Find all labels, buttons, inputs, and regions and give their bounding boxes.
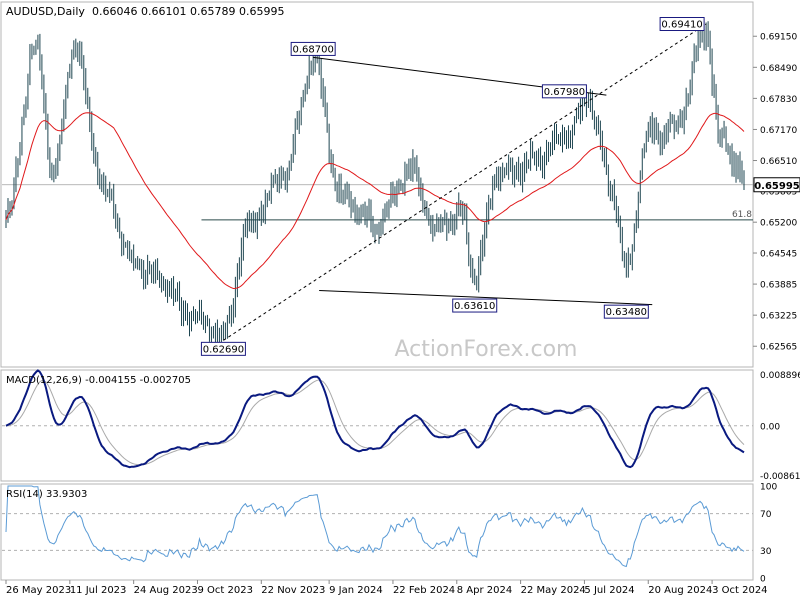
rsi-tick-label: 100	[760, 483, 777, 493]
level-label-box	[659, 17, 705, 32]
level-label: 0.68700	[290, 41, 336, 56]
macd-tick-label: 0.00	[760, 422, 780, 432]
level-label-box	[541, 84, 587, 99]
price-tick-label: 0.69150	[760, 33, 797, 43]
level-label: 0.63610	[452, 298, 498, 313]
rsi-line	[5, 485, 745, 568]
date-tick-label: 3 Oct 2024	[712, 585, 767, 596]
price-tick-label: 0.63885	[760, 281, 797, 291]
ema-line-layer	[5, 112, 745, 290]
price-tick-label: 0.62565	[760, 343, 797, 353]
header-symbol: AUDUSD,Daily	[6, 5, 85, 18]
price-tick-label: 0.63225	[760, 312, 797, 322]
level-label-box	[200, 341, 246, 356]
lower-trendline	[319, 289, 653, 306]
date-tick-label: 9 Oct 2023	[197, 585, 252, 596]
rsi-tick-label: 70	[760, 510, 772, 520]
rsi-tick-label: 0	[760, 575, 766, 585]
date-tick-label: 5 Jul 2024	[584, 585, 634, 596]
price-tick-label: 0.66510	[760, 157, 797, 167]
date-tick-label: 20 Aug 2024	[648, 585, 712, 596]
price-horizontal-lines: 61.8	[2, 184, 753, 221]
rising-channel-dashed-line	[223, 23, 707, 341]
date-tick-label: 22 Nov 2023	[261, 585, 325, 596]
date-tick-label: 9 Jan 2024	[329, 585, 383, 596]
macd-line	[5, 369, 745, 469]
rsi-tick-label: 30	[760, 547, 772, 557]
rsi-panel-layer: 100 70 30 0	[2, 483, 777, 585]
date-tick-label: 11 Jul 2023	[70, 585, 127, 596]
level-label-text: 0.68700	[292, 44, 333, 55]
level-label-text: 0.67980	[544, 87, 585, 98]
level-label-text: 0.63480	[606, 307, 647, 318]
level-label-text: 0.62690	[203, 344, 244, 355]
current-price-label: 0.65995	[754, 181, 800, 192]
date-tick-label: 26 May 2023	[6, 585, 71, 596]
date-tick-label: 22 May 2024	[521, 585, 586, 596]
price-axis: 0.69150 0.68490 0.67830 0.67170 0.66510 0.658…	[753, 33, 800, 353]
level-label-text: 0.63610	[454, 301, 495, 312]
rsi-panel-label: RSI(14) 33.9303	[6, 489, 87, 500]
price-tick-label: 0.65200	[760, 219, 797, 229]
fib-61-8-label: 61.8	[732, 210, 752, 220]
price-tick-label: 0.65865	[760, 187, 797, 197]
level-label-layer: 0.62690 0.68700 0.67980 0.63610 0.63480 0.694…	[200, 17, 705, 356]
level-label: 0.69410	[659, 17, 705, 32]
level-label-box	[452, 298, 498, 313]
level-label-text: 0.69410	[661, 20, 702, 31]
price-tick-label: 0.68490	[760, 64, 797, 74]
price-tick-label: 0.67170	[760, 126, 797, 136]
ema55-line	[5, 112, 745, 290]
macd-panel-frame	[0, 369, 754, 482]
date-tick-label: 24 Aug 2023	[134, 585, 198, 596]
macd-tick-label: -0.008612	[760, 472, 800, 482]
price-tick-label: 0.64545	[760, 250, 797, 260]
current-price-tag	[753, 177, 800, 193]
rsi-panel-frame	[0, 483, 754, 581]
macd-panel-label: MACD(12,26,9) -0.004155 -0.002705	[6, 375, 191, 386]
level-label-box	[290, 41, 336, 56]
date-tick-label: 8 Apr 2024	[457, 585, 512, 596]
level-label: 0.62690	[200, 341, 246, 356]
header-ohlc: 0.66046 0.66101 0.65789 0.65995	[92, 5, 284, 18]
level-label: 0.67980	[541, 84, 587, 99]
price-tick-label: 0.67830	[760, 95, 797, 105]
candlestick-series	[5, 19, 745, 349]
macd-tick-label: 0.008896	[760, 371, 800, 381]
level-label-box	[603, 304, 649, 319]
level-label: 0.63480	[603, 304, 649, 319]
date-tick-label: 22 Feb 2024	[393, 585, 455, 596]
macd-panel-layer: 0.008896 0.00 -0.008612	[2, 369, 800, 482]
watermark: ActionForex.com	[395, 337, 578, 362]
